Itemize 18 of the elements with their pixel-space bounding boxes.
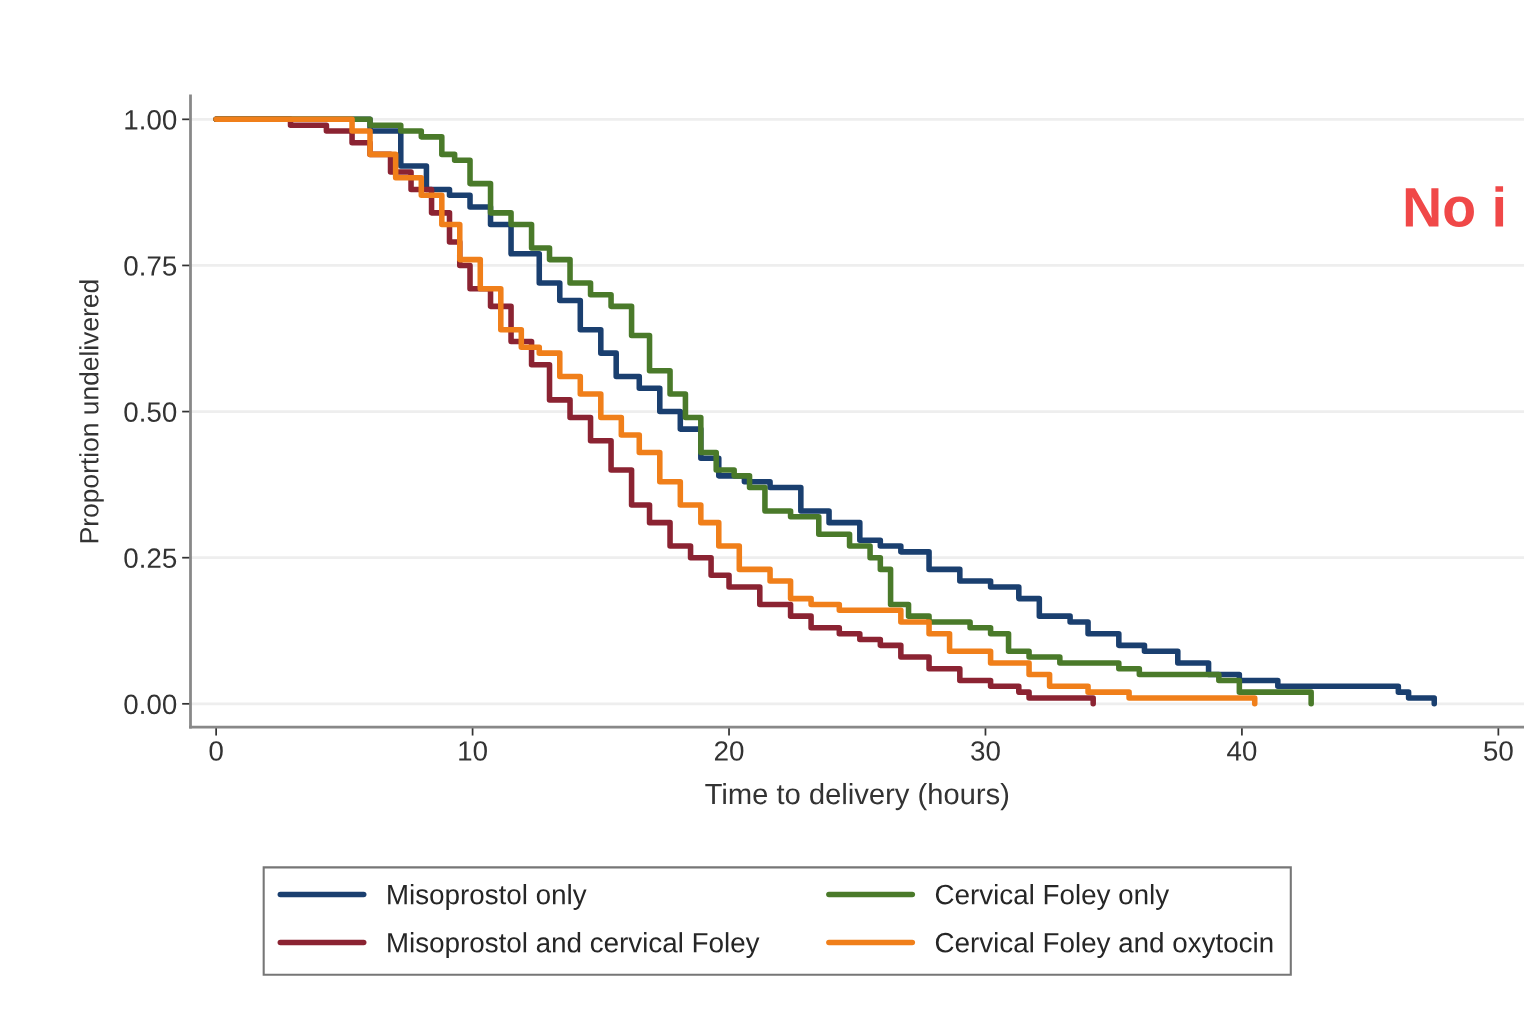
annotation: No i (1405, 186, 1504, 228)
y-tick-label: 0.50 (124, 402, 177, 422)
x-axis-title: Time to delivery (hours) (705, 782, 1009, 811)
legend-label: Misoprostol only (388, 884, 587, 910)
y-tick-label: 0.75 (124, 256, 177, 276)
x-tick-label: 50 (1484, 741, 1513, 761)
y-tick-label: 0.25 (124, 548, 177, 569)
y-axis-title: Proportion undelivered (79, 280, 104, 543)
x-tick-label: 30 (971, 741, 1000, 761)
y-tick-label: 1.00 (125, 110, 177, 130)
legend-label: Cervical Foley and oxytocin (935, 932, 1273, 959)
x-tick-label: 40 (1227, 741, 1257, 761)
legend-label: Cervical Foley only (935, 884, 1170, 910)
x-tick-label: 10 (459, 741, 487, 761)
y-tick-label: 0.00 (124, 694, 177, 715)
x-tick-label: 20 (714, 741, 744, 761)
legend-label: Misoprostol and cervical Foley (388, 932, 760, 959)
x-tick-label: 0 (209, 741, 223, 761)
